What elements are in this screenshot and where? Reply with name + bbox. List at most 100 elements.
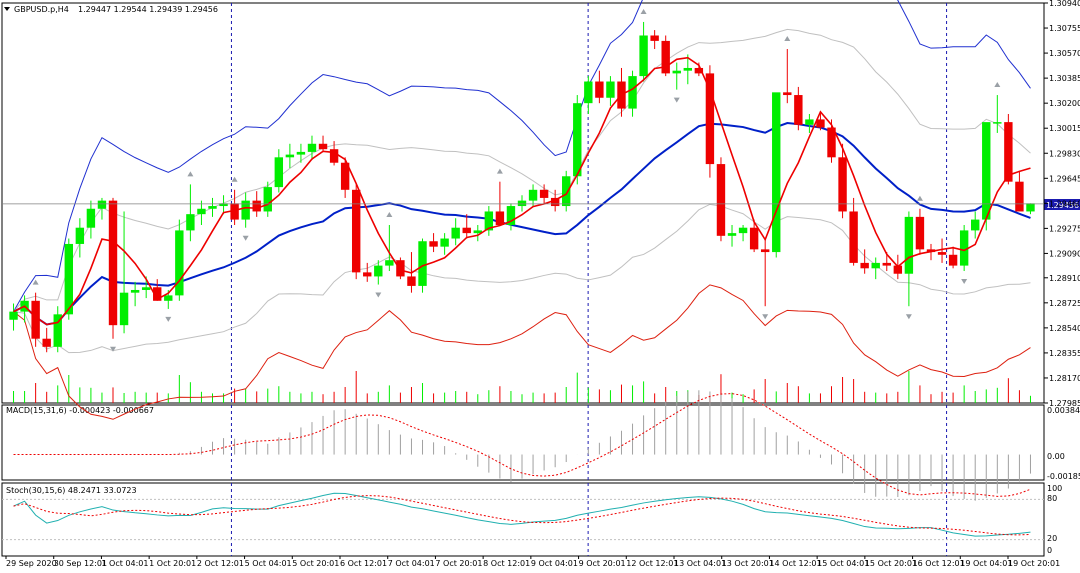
candle-body [108, 200, 118, 326]
candle-body [186, 214, 195, 231]
time-tick-label: 29 Sep 2020 [6, 559, 57, 568]
candle-body [296, 151, 306, 155]
candle-body [53, 314, 62, 347]
candle-body [274, 157, 284, 188]
candle-body [219, 203, 228, 207]
candle-body [639, 35, 648, 77]
candle-body [351, 189, 361, 273]
candle-body [517, 200, 527, 207]
candle-body [208, 206, 217, 209]
fast-ma-line [13, 56, 1031, 326]
price-tick-label: 1.28170 [1049, 374, 1080, 383]
price-tick-label: 1.27985 [1049, 399, 1080, 408]
candle-body [661, 40, 670, 74]
time-tick-label: 1 Oct 04:01 [101, 559, 148, 568]
candle-body [772, 92, 781, 253]
candle-body [683, 67, 693, 71]
fractal-down-icon [110, 346, 117, 352]
candle-body [694, 67, 704, 74]
stoch-main-line [13, 492, 1031, 537]
candle-body [860, 262, 869, 269]
fractal-down-icon [762, 314, 769, 320]
time-tick-label: 9 Oct 04:01 [531, 559, 578, 568]
price-tick-label: 1.28540 [1049, 324, 1080, 333]
candle-body [75, 227, 85, 244]
candle-body [827, 127, 836, 158]
price-tick-label: 1.29645 [1049, 174, 1080, 183]
candle-body [550, 197, 560, 207]
candle-body [230, 203, 239, 220]
chevron-down-icon[interactable] [4, 7, 10, 11]
price-tick-label: 1.30940 [1049, 0, 1080, 8]
lower-band-line [13, 284, 1031, 420]
fractal-down-icon [961, 279, 968, 285]
time-tick-label: 1 Oct 20:01 [149, 559, 196, 568]
time-tick-label: 13 Oct 04:01 [674, 559, 726, 568]
candle-body [539, 189, 549, 198]
candle-body [749, 227, 759, 250]
candle-body [462, 227, 471, 234]
fractal-down-icon [905, 314, 912, 320]
time-tick-label: 7 Oct 04:01 [388, 559, 435, 568]
candle-body [329, 149, 339, 163]
candle-body [495, 211, 505, 225]
fractal-down-icon [165, 316, 172, 322]
candle-body [340, 162, 350, 190]
candle-body [363, 272, 372, 277]
candle-body [9, 311, 18, 320]
inner-lower-band-line [13, 203, 1031, 354]
candle-body [882, 262, 891, 266]
stoch-tick-80: 80 [1047, 494, 1057, 503]
candle-body [374, 265, 383, 277]
fractal-up-icon [32, 279, 39, 285]
time-tick-label: 7 Oct 20:01 [435, 559, 482, 568]
macd-tick-zero: 0.00 [1047, 452, 1065, 461]
candle-body [42, 338, 51, 347]
macd-signal-line [13, 393, 1031, 497]
candle-body [451, 227, 460, 239]
candle-body [396, 260, 405, 277]
price-tick-label: 1.29830 [1049, 149, 1080, 158]
macd-tick-min: -0.001851 [1047, 472, 1080, 481]
candle-body [175, 230, 184, 296]
candle-body [915, 216, 925, 250]
candle-body [584, 81, 593, 104]
candle-body [573, 103, 582, 177]
price-tick-label: 1.29460 [1049, 199, 1080, 208]
candle-body [506, 206, 516, 225]
time-tick-label: 19 Oct 20:01 [1008, 559, 1060, 568]
candle-body [141, 287, 151, 290]
candle-body [982, 122, 991, 220]
ohlc-values: 1.29447 1.29544 1.29439 1.29456 [78, 5, 218, 14]
candle-body [716, 164, 726, 236]
candle-body [119, 292, 129, 326]
upper-band-line [13, 0, 1031, 312]
time-tick-label: 14 Oct 12:01 [769, 559, 821, 568]
candle-body [407, 276, 416, 286]
candle-body [484, 211, 494, 231]
symbol-label: GBPUSD.p,H4 [14, 5, 69, 14]
candle-body [130, 289, 140, 293]
candle-body [285, 154, 295, 158]
candle-body [871, 262, 880, 269]
candle-body [805, 119, 814, 125]
time-tick-label: 6 Oct 12:01 [340, 559, 387, 568]
stoch-tick-20: 20 [1047, 534, 1057, 543]
macd-tick-max: 0.00384 [1047, 406, 1080, 415]
candle-body [650, 35, 659, 41]
time-tick-label: 12 Oct 12:01 [626, 559, 678, 568]
candle-body [971, 219, 980, 231]
price-tick-label: 1.28725 [1049, 299, 1080, 308]
time-tick-label: 15 Oct 04:01 [817, 559, 869, 568]
price-tick-label: 1.29275 [1049, 224, 1080, 233]
current-price-marker-bg [1044, 199, 1080, 210]
price-tick-label: 1.28910 [1049, 274, 1080, 283]
candle-body [727, 233, 737, 236]
stoch-tick-100: 100 [1047, 484, 1062, 493]
stoch-label: Stoch(30,15,6) 48.2471 33.0723 [6, 486, 137, 495]
inner-upper-band-line [13, 28, 1031, 312]
time-tick-label: 13 Oct 20:01 [722, 559, 774, 568]
candle-body [164, 295, 173, 301]
